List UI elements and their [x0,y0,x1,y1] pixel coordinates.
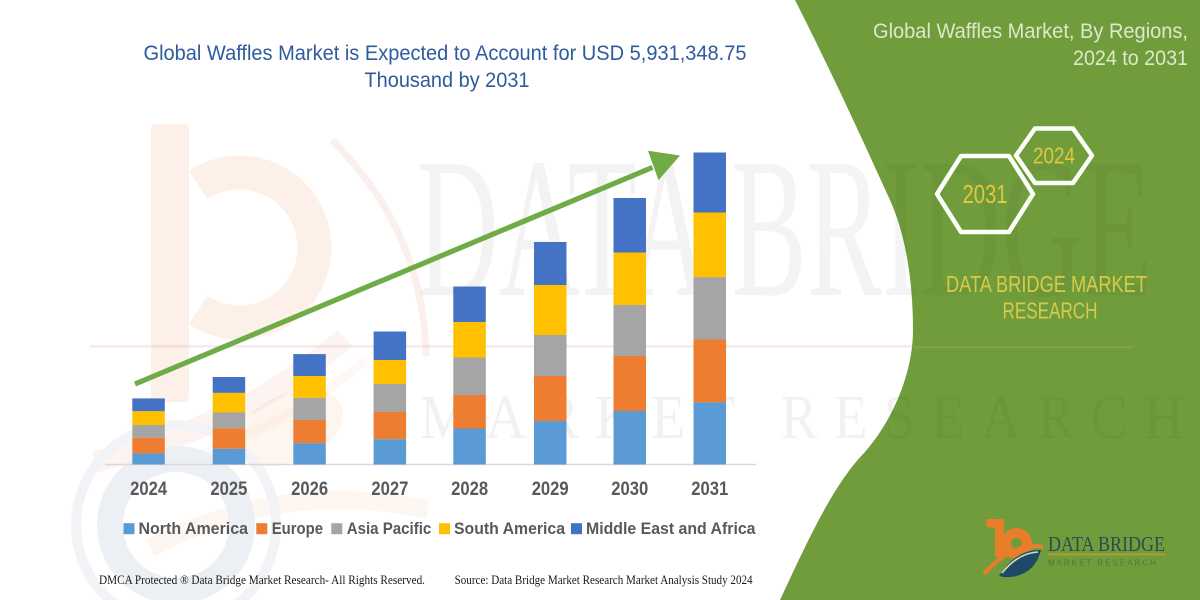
svg-text:2025: 2025 [210,479,247,500]
svg-text:DATA BRIDGE MARKET: DATA BRIDGE MARKET [946,271,1147,297]
svg-text:Middle East and Africa: Middle East and Africa [586,519,756,538]
svg-text:2030: 2030 [611,479,648,500]
svg-text:2028: 2028 [451,479,488,500]
svg-text:2031: 2031 [691,479,728,500]
svg-text:Global Waffles Market, By Regi: Global Waffles Market, By Regions, [873,19,1188,43]
svg-text:2027: 2027 [371,479,408,500]
svg-text:2031: 2031 [963,179,1008,209]
svg-text:South America: South America [454,519,566,538]
svg-text:2029: 2029 [532,479,569,500]
svg-text:MARKET RESEARCH: MARKET RESEARCH [420,384,1200,452]
svg-text:Global Waffles Market is Expec: Global Waffles Market is Expected to Acc… [144,41,747,65]
svg-text:RESEARCH: RESEARCH [1003,298,1098,324]
svg-text:Thousand by 2031: Thousand by 2031 [365,68,530,92]
svg-text:North America: North America [139,519,249,538]
svg-text:2024: 2024 [130,479,167,500]
svg-text:Source: Data Bridge Market Res: Source: Data Bridge Market Research Mark… [455,573,753,587]
svg-text:DMCA Protected ® Data Bridge M: DMCA Protected ® Data Bridge Market Rese… [99,573,425,587]
svg-text:Europe: Europe [272,519,323,538]
svg-text:MARKET RESEARCH: MARKET RESEARCH [1048,559,1158,568]
svg-text:Asia Pacific: Asia Pacific [347,519,432,538]
svg-text:2024 to 2031: 2024 to 2031 [1073,46,1188,70]
svg-text:DATA BRIDGE: DATA BRIDGE [1048,532,1165,556]
svg-text:2024: 2024 [1033,143,1075,169]
svg-text:2026: 2026 [291,479,328,500]
